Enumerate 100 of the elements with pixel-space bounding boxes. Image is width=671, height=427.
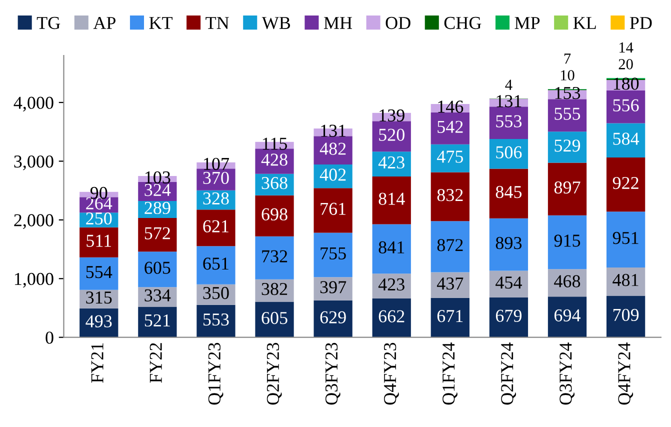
bar <box>80 227 118 258</box>
legend-label: WB <box>262 17 290 30</box>
data-label: 423 <box>378 156 404 169</box>
x-tick-label: Q1FY24 <box>442 342 458 405</box>
bar <box>255 236 294 280</box>
bar <box>489 168 528 218</box>
data-label: 324 <box>144 184 171 196</box>
x-tick-label: Q3FY24 <box>560 342 575 405</box>
legend-label: KT <box>149 17 172 29</box>
data-label: 475 <box>436 150 463 163</box>
bar <box>255 302 294 338</box>
data-label: 146 <box>438 100 464 113</box>
data-label: 250 <box>86 212 112 225</box>
bar <box>196 210 236 246</box>
bar <box>548 269 587 297</box>
data-label: 529 <box>554 140 580 152</box>
data-label: 315 <box>86 292 112 304</box>
bar <box>430 221 470 272</box>
data-label: 506 <box>496 146 522 158</box>
data-label: 897 <box>554 181 580 194</box>
data-label: 698 <box>262 208 288 220</box>
data-label: 814 <box>378 192 405 205</box>
data-label: 621 <box>203 220 228 232</box>
bar <box>606 90 646 124</box>
bar <box>489 139 528 169</box>
data-label: 423 <box>378 278 404 291</box>
data-label: 397 <box>320 281 346 294</box>
bar <box>430 298 470 338</box>
data-label: 90 <box>90 186 108 200</box>
data-label: 915 <box>554 234 580 247</box>
bar <box>80 257 118 290</box>
data-label: 468 <box>554 275 580 288</box>
bar <box>255 279 294 302</box>
data-label: 131 <box>496 95 522 108</box>
data-label: 584 <box>613 132 640 145</box>
data-label: 556 <box>613 99 639 112</box>
bar <box>606 212 646 268</box>
bar <box>314 277 352 300</box>
data-label: 115 <box>262 138 288 150</box>
data-label: 334 <box>144 289 171 302</box>
data-label: 289 <box>144 202 170 214</box>
data-label: 662 <box>378 310 404 322</box>
bar <box>606 296 646 338</box>
bar <box>548 132 587 163</box>
data-label: 761 <box>320 202 346 215</box>
x-tick-label: Q4FY24 <box>618 342 634 405</box>
bar <box>372 176 411 224</box>
bar <box>430 272 470 298</box>
bar <box>196 246 236 284</box>
bar <box>489 297 528 338</box>
data-label: 845 <box>496 186 522 198</box>
data-label: 482 <box>320 142 346 155</box>
data-label: 893 <box>496 236 522 250</box>
bar <box>314 300 352 338</box>
data-label: 382 <box>262 282 288 296</box>
bar <box>430 144 470 172</box>
data-label: 437 <box>436 277 464 290</box>
x-tick-label: FY22 <box>150 343 162 383</box>
data-label: 922 <box>612 176 638 190</box>
data-label: 755 <box>320 247 346 260</box>
data-label: 679 <box>496 310 522 322</box>
data-label: 131 <box>321 124 346 137</box>
bar <box>606 157 646 212</box>
data-label: 553 <box>496 115 522 128</box>
data-label: 180 <box>614 78 639 90</box>
data-label: 671 <box>437 310 463 322</box>
data-label: 832 <box>437 188 463 202</box>
data-label: 139 <box>380 109 404 122</box>
y-tick-label: 4,000 <box>14 96 54 112</box>
data-label: 4 <box>505 80 512 90</box>
y-tick-label: 1,000 <box>14 272 54 288</box>
x-tick-label: Q1FY23 <box>208 342 224 405</box>
data-label: 651 <box>203 258 228 270</box>
bar <box>606 267 646 296</box>
data-label: 951 <box>612 232 638 244</box>
bar <box>80 308 118 338</box>
legend-label: PD <box>630 17 652 29</box>
bar <box>489 218 528 271</box>
data-label: 370 <box>203 172 229 184</box>
x-tick-label: Q2FY24 <box>501 342 516 405</box>
legend-label: TG <box>36 16 60 30</box>
bar <box>314 164 352 188</box>
bar <box>255 195 294 236</box>
legend-label: MH <box>324 17 352 29</box>
data-label: 553 <box>203 313 229 326</box>
bar <box>372 298 411 338</box>
legend-label: MP <box>514 17 540 29</box>
data-label: 402 <box>320 168 346 181</box>
bar <box>430 172 470 222</box>
x-tick-label: Q4FY23 <box>384 342 399 405</box>
data-label: 368 <box>262 176 288 190</box>
x-tick-label: FY21 <box>91 343 104 383</box>
x-tick-label: Q3FY23 <box>325 342 340 405</box>
legend-label: AP <box>93 16 116 29</box>
data-label: 542 <box>438 120 463 133</box>
bar <box>196 304 236 338</box>
data-label: 481 <box>612 274 638 286</box>
data-label: 14 <box>620 42 634 53</box>
data-label: 872 <box>437 239 463 252</box>
x-tick-label: Q2FY23 <box>266 342 282 405</box>
